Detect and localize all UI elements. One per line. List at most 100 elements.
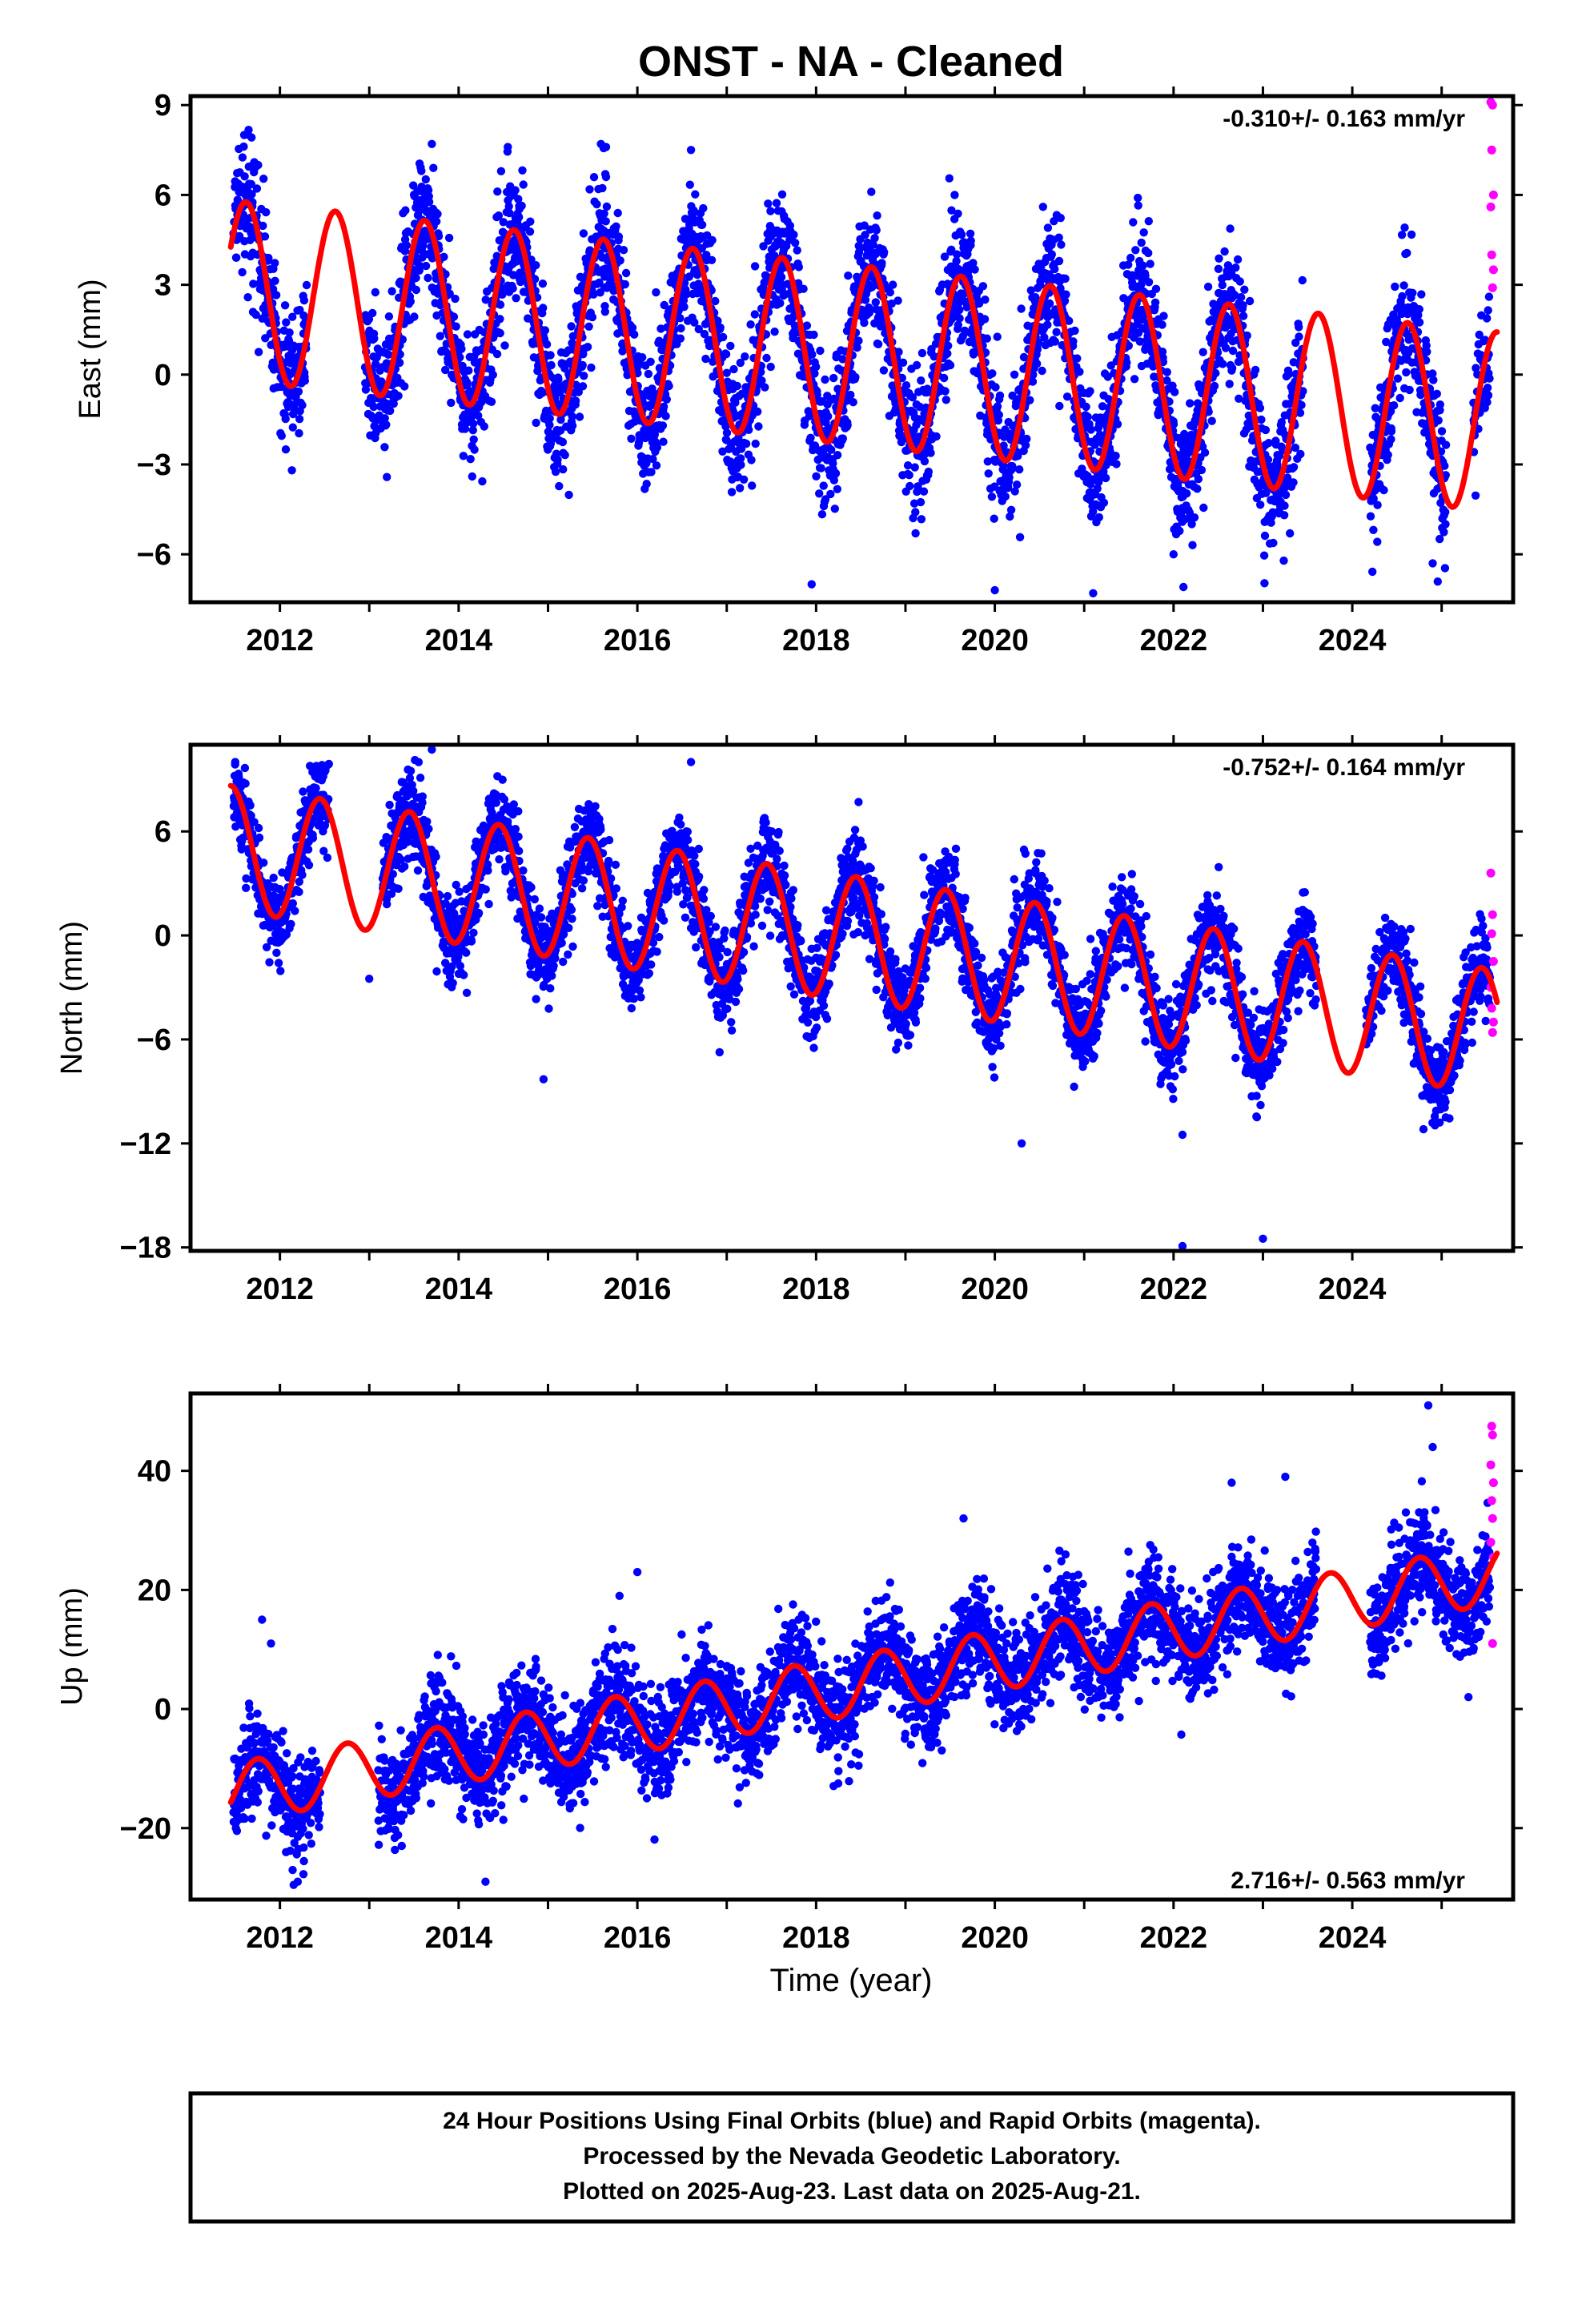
east-final-point (512, 257, 521, 266)
east-final-point (1199, 503, 1208, 513)
east-final-point (729, 364, 738, 374)
east-final-point (264, 253, 273, 263)
east-final-point (600, 209, 608, 218)
east-final-point (1144, 278, 1154, 287)
east-final-point (508, 284, 517, 293)
east-final-point (1240, 285, 1249, 294)
east-final-point (707, 255, 717, 264)
east-final-point (777, 272, 786, 282)
east-final-point (761, 383, 769, 392)
east-final-point (441, 365, 450, 375)
north-final-point (388, 870, 397, 879)
east-final-point (766, 207, 775, 215)
east-final-point (777, 190, 787, 199)
east-final-point (600, 308, 609, 316)
east-final-point (1373, 537, 1382, 546)
east-final-point (1144, 248, 1153, 258)
east-final-point (1043, 320, 1052, 329)
east-rapid-point (1488, 100, 1497, 110)
east-final-point (1075, 368, 1084, 376)
east-final-point (1295, 332, 1303, 341)
east-final-point (1033, 360, 1042, 368)
east-final-point (1194, 475, 1203, 484)
east-final-point (493, 187, 502, 196)
east-final-point (468, 472, 476, 481)
east-final-point (288, 423, 297, 432)
east-final-point (382, 420, 391, 429)
east-final-point (1484, 306, 1492, 315)
east-final-point (816, 346, 825, 356)
north-final-point (501, 866, 510, 876)
east-final-point (456, 353, 464, 362)
east-final-point (545, 420, 554, 429)
east-final-point (574, 388, 583, 396)
east-final-point (478, 476, 487, 486)
east-final-point (944, 341, 953, 350)
east-final-point (602, 202, 612, 211)
east-outlier-point (807, 580, 816, 589)
east-final-point (421, 175, 430, 184)
east-final-point (642, 480, 651, 489)
east-y-tick-label: 6 (155, 179, 171, 212)
east-final-point (946, 360, 955, 370)
east-final-point (249, 279, 258, 288)
east-final-point (1006, 505, 1016, 514)
east-final-point (1405, 385, 1414, 395)
east-x-tick-label: 2022 (1140, 624, 1208, 657)
north-final-point (259, 858, 268, 867)
east-final-point (585, 246, 594, 255)
east-final-point (587, 363, 596, 372)
east-final-point (873, 211, 881, 220)
east-final-point (589, 173, 599, 182)
east-final-point (511, 186, 520, 195)
east-final-point (980, 315, 990, 324)
east-final-point (254, 348, 263, 356)
east-final-point (833, 451, 842, 460)
north-final-point (298, 870, 307, 879)
east-outlier-point (601, 143, 611, 151)
east-final-point (860, 318, 869, 328)
east-final-point (1260, 531, 1270, 541)
east-final-point (830, 505, 840, 513)
east-final-point (1251, 365, 1260, 375)
east-final-point (1402, 368, 1411, 377)
east-final-point (794, 263, 803, 271)
east-final-point (911, 529, 920, 538)
east-final-point (1050, 337, 1060, 346)
east-final-point (553, 455, 562, 464)
east-final-point (1397, 231, 1407, 239)
east-final-point (993, 332, 1002, 341)
east-final-point (621, 268, 631, 278)
east-final-point (514, 195, 523, 203)
north-final-point (308, 834, 318, 842)
east-final-point (1113, 420, 1122, 428)
east-final-point (919, 487, 929, 496)
east-final-point (395, 358, 404, 368)
north-final-point (265, 958, 274, 967)
east-final-point (648, 455, 657, 464)
east-final-point (532, 261, 540, 270)
east-final-point (659, 437, 668, 446)
east-outlier-point (239, 131, 249, 139)
east-final-point (1233, 255, 1243, 264)
east-final-point (1150, 298, 1160, 307)
east-final-point (540, 326, 550, 335)
east-final-point (444, 233, 454, 243)
east-final-point (1073, 354, 1082, 363)
east-x-tick-label: 2014 (425, 624, 493, 657)
east-final-point (1400, 223, 1409, 232)
east-final-point (1038, 366, 1046, 376)
east-final-point (394, 392, 403, 400)
east-final-point (421, 261, 431, 271)
east-final-point (504, 202, 513, 211)
east-final-point (1398, 292, 1407, 301)
east-final-point (990, 514, 998, 523)
east-final-point (463, 378, 472, 387)
east-final-point (436, 332, 444, 340)
east-final-point (387, 287, 396, 296)
east-final-point (726, 341, 735, 351)
east-final-point (1170, 388, 1179, 396)
east-final-point (870, 234, 879, 243)
east-final-point (1138, 261, 1147, 270)
